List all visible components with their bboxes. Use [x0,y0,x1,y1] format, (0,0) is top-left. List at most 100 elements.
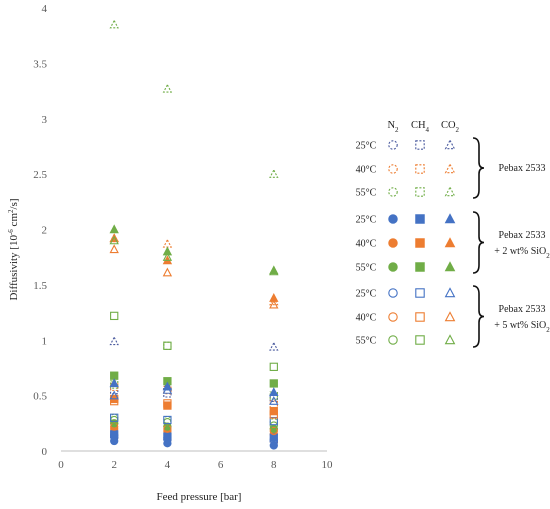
y-tick-label: 0 [42,446,48,458]
legend-marker-circle-dashed [388,187,398,197]
point-co2-25-filled [269,387,279,397]
legend-gas-header: CH4 [411,120,430,134]
legend-marker-triangle-hollow [444,311,456,322]
legend-group-label: + 5 wt% SiO2 [494,320,550,334]
x-tick-label: 2 [111,459,117,471]
point-co2-55-dashed [269,168,279,178]
y-tick-label: 2.5 [33,169,47,181]
point-ch4-55-filled [110,371,119,380]
point-n2-40-hollow [269,426,278,436]
point-co2-40-hollow [162,267,173,277]
legend: N2 CH4 CO2 25°C 40°C 55°C 25°C 40°C 55°C 25°C 40°C… [356,120,550,348]
point-co2-25-filled [109,378,119,388]
legend-group-label: + 2 wt% SiO2 [494,246,550,260]
point-co2-55-dashed [109,19,119,29]
y-tick-label: 0.5 [33,391,47,403]
legend-marker-circle-hollow [388,288,398,298]
legend-marker-circle-dashed [388,140,398,150]
legend-gas-header: N2 [387,120,399,134]
point-n2-25-hollow [163,433,172,442]
legend-marker-square-hollow [415,312,425,322]
point-co2-55-hollow [109,235,119,245]
legend-temp-label: 55°C [356,188,377,199]
point-ch4-40-hollow [110,397,119,406]
y-tick-label: 3 [42,114,48,126]
legend-temp-label: 25°C [356,141,377,152]
legend-marker-triangle-hollow [444,334,456,345]
legend-temp-label: 25°C [356,215,377,226]
point-co2-55-filled [109,224,119,234]
point-ch4-25-hollow [163,415,172,425]
x-tick-label: 0 [58,459,64,471]
point-co2-55-hollow [162,252,173,261]
point-co2-55-filled [162,246,173,256]
legend-marker-square-filled [415,262,425,272]
legend-temp-label: 55°C [356,263,377,274]
y-tick-label: 3.5 [33,58,47,70]
point-co2-25-dashed [269,341,279,351]
point-ch4-40-hollow [163,399,172,408]
legend-marker-circle-dashed [388,164,398,174]
legend-temp-label: 25°C [356,289,377,300]
y-tick-label: 2 [42,225,48,237]
y-axis-title: Diffusivity [10-6 cm2/s] [7,198,20,300]
legend-marker-triangle-dashed [444,139,456,150]
point-n2-40-hollow [110,422,119,431]
legend-group-label: Pebax 2533 [499,230,546,241]
legend-marker-triangle-filled [444,261,456,272]
x-tick-label: 8 [271,459,277,471]
legend-marker-circle-hollow [388,335,398,345]
point-ch4-25-hollow [269,416,278,426]
legend-temp-label: 40°C [356,239,377,250]
point-co2-25-hollow [269,396,279,405]
x-tick-label: 6 [218,459,224,471]
legend-marker-square-hollow [415,288,425,298]
x-tick-label: 10 [322,459,334,471]
axes: 0 2 4 6 8 10 0 0.5 1 1.5 2 2.5 3 3.5 4 Feed pressure [b… [7,3,333,503]
legend-marker-triangle-hollow [444,287,456,298]
legend-marker-square-dashed [415,164,425,174]
legend-marker-triangle-filled [444,237,456,248]
point-ch4-55-hollow [163,341,172,350]
point-co2-40-dashed [162,238,173,248]
x-axis-title: Feed pressure [bar] [157,491,242,503]
legend-marker-square-filled [415,214,425,224]
point-ch4-55-hollow [269,362,278,371]
point-n2-40-hollow [163,424,172,433]
legend-marker-square-hollow [415,335,425,345]
point-co2-55-dashed [162,83,173,93]
point-ch4-55-hollow [110,311,119,321]
legend-marker-triangle-dashed [444,163,456,174]
y-tick-label: 1 [42,335,48,347]
legend-gas-header: CO2 [441,120,460,134]
legend-brace-pebax-5 [472,285,485,348]
point-n2-55-filled [163,422,172,431]
legend-marker-circle-filled [388,262,398,272]
legend-temp-label: 55°C [356,336,377,347]
legend-marker-circle-hollow [388,312,398,322]
point-ch4-40-hollow [269,410,278,419]
point-co2-25-hollow [162,384,173,394]
legend-marker-triangle-filled [444,213,456,224]
point-ch4-55-dashed [163,341,172,350]
point-ch4-40-filled [163,401,172,410]
legend-marker-circle-filled [388,214,398,224]
legend-marker-square-dashed [415,140,425,150]
point-n2-55-hollow [269,421,278,430]
x-tick-label: 4 [165,459,171,471]
point-n2-25-hollow [110,431,119,440]
legend-marker-triangle-dashed [444,186,456,197]
legend-brace-pebax [472,137,485,199]
y-tick-label: 1.5 [33,280,47,292]
point-co2-40-hollow [269,299,279,309]
legend-marker-square-dashed [415,187,425,197]
y-tick-label: 4 [42,3,48,15]
point-ch4-25-filled [269,433,278,442]
legend-temp-label: 40°C [356,165,377,176]
point-n2-25-hollow [269,435,278,445]
point-ch4-55-filled [269,379,278,388]
legend-temp-label: 40°C [356,313,377,324]
point-co2-25-hollow [109,390,119,400]
legend-group-label: Pebax 2533 [499,304,546,315]
